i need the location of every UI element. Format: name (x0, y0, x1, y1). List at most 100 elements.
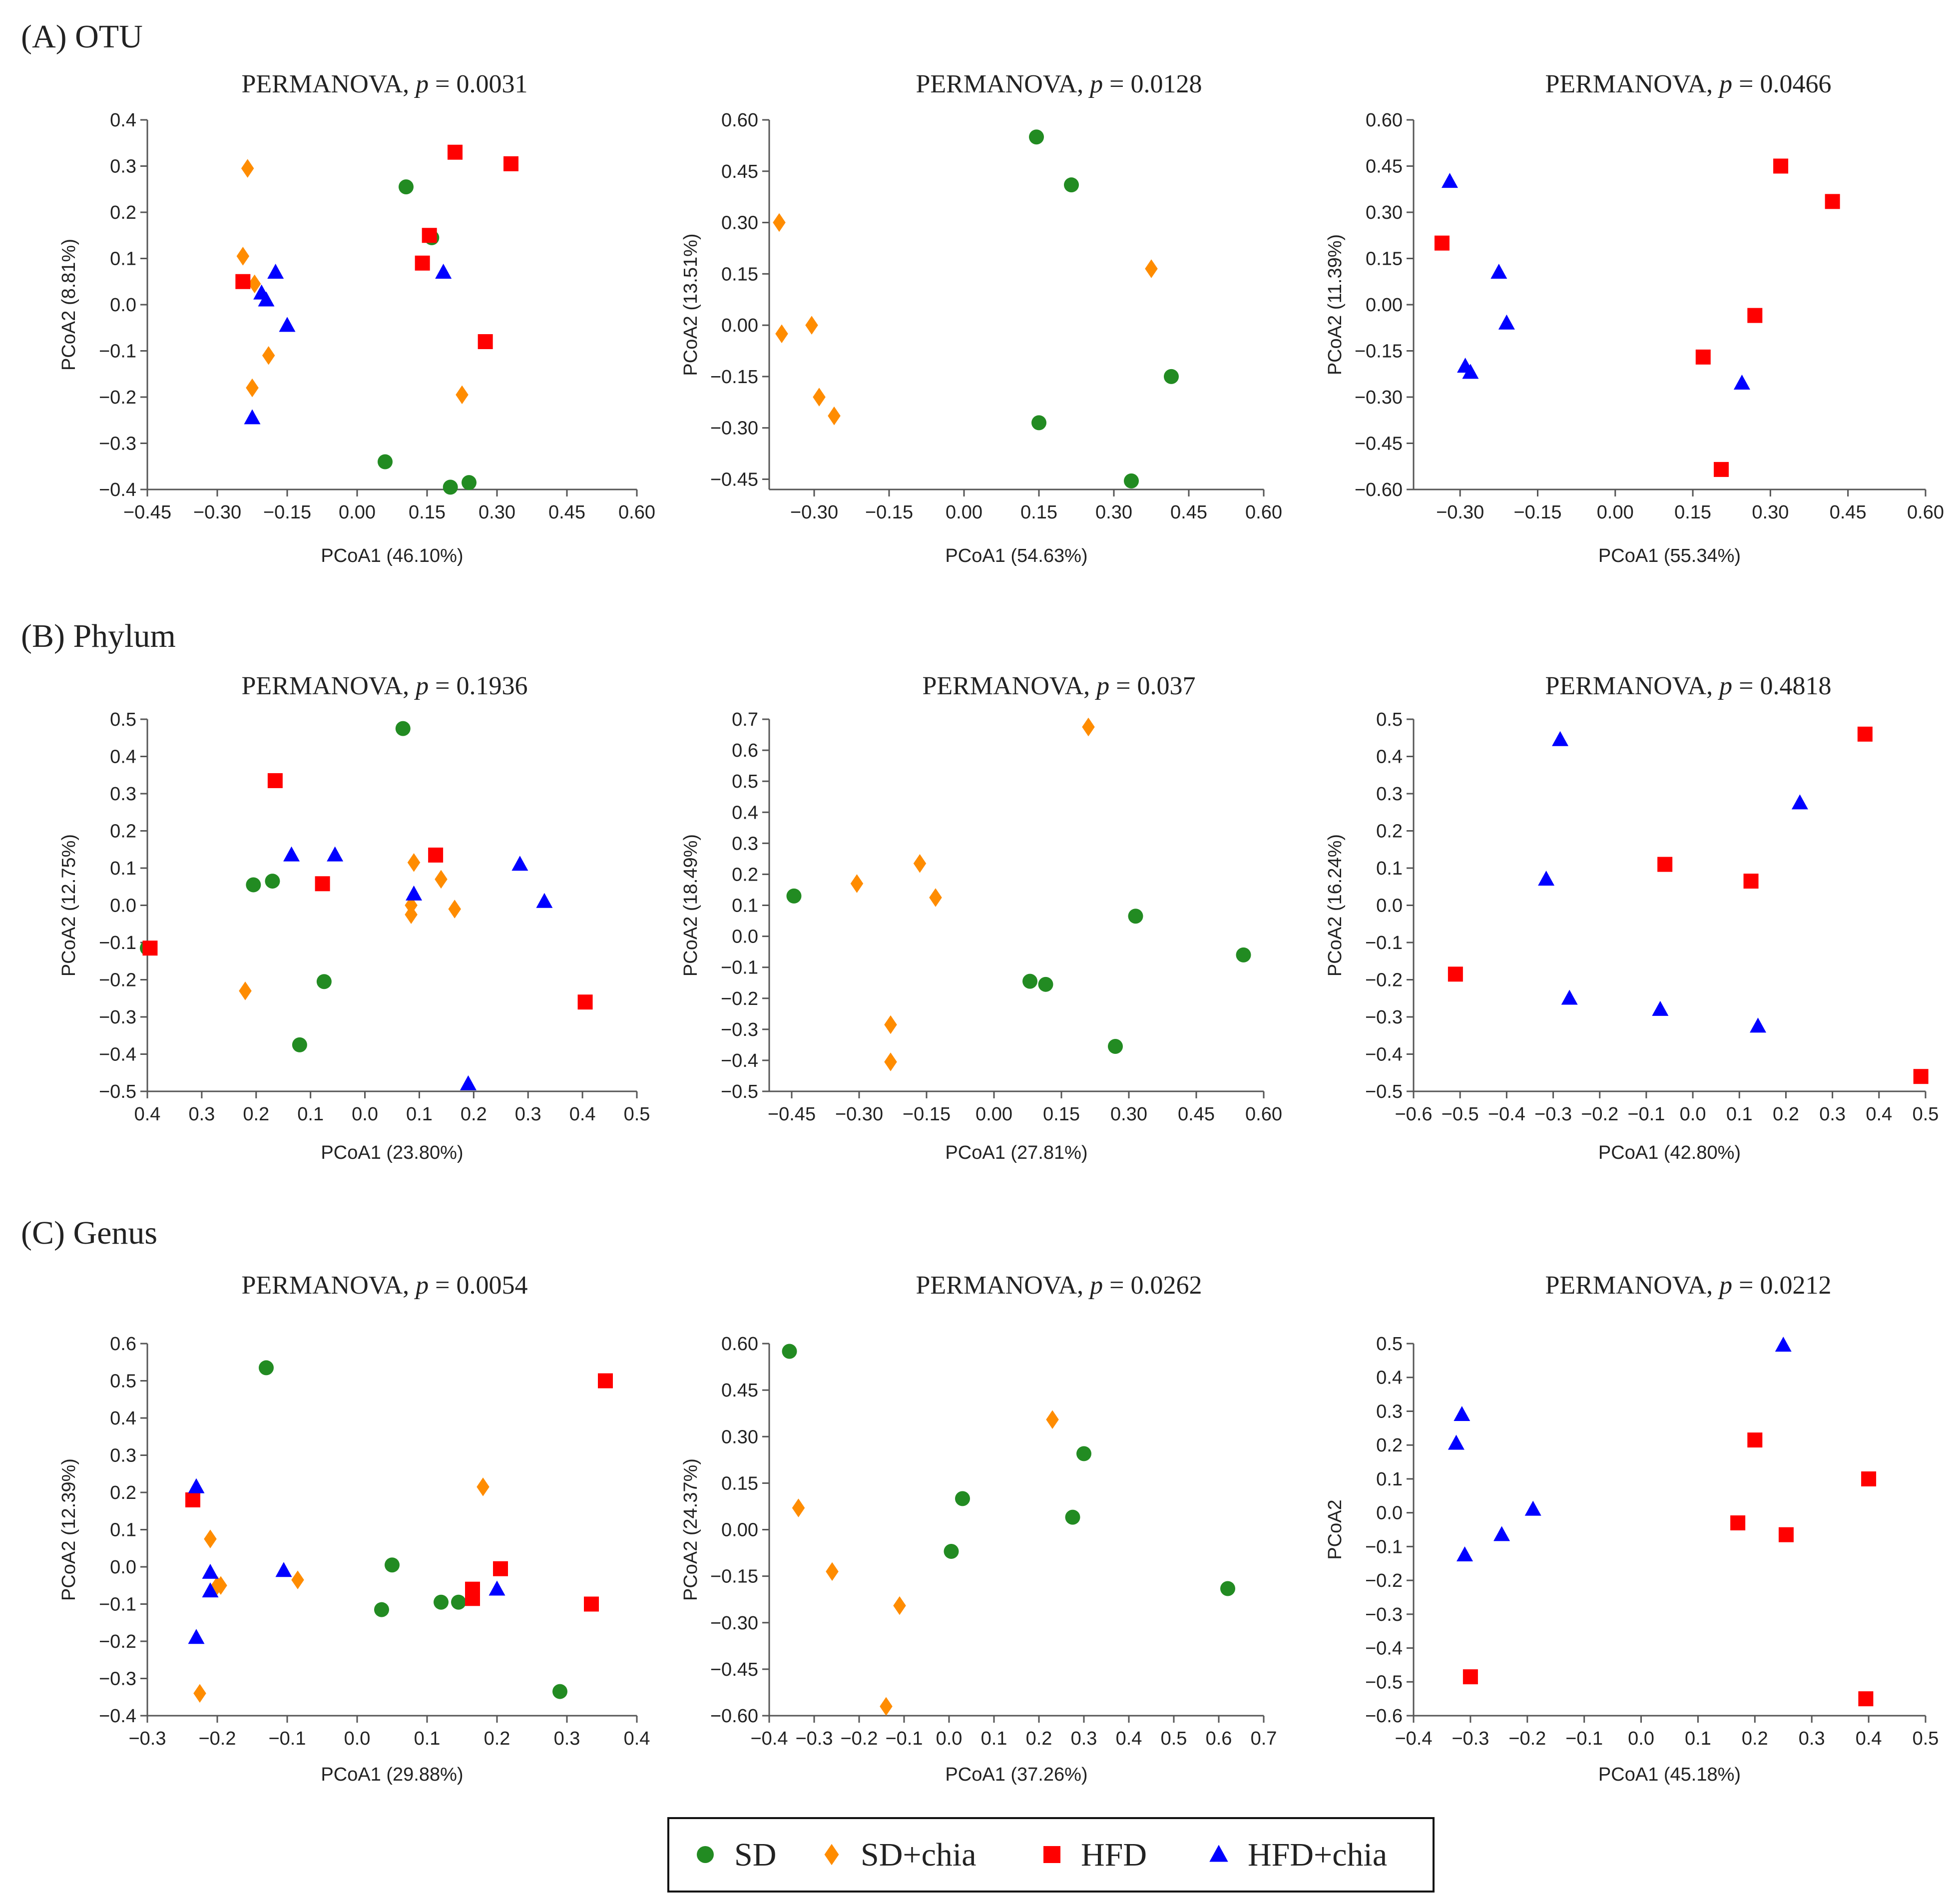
y-axis-label: PCoA2 (8.81%) (58, 239, 79, 371)
data-point-hfd (1463, 1669, 1478, 1685)
x-tick-label: −0.3 (1452, 1728, 1489, 1749)
y-tick-label: −0.5 (1365, 1672, 1403, 1693)
x-tick-label: 0.2 (1742, 1728, 1768, 1749)
x-tick-label: 0.7 (1251, 1728, 1277, 1749)
x-tick-label: 0.3 (1071, 1728, 1097, 1749)
data-point-hfd (1695, 349, 1711, 365)
y-tick-label: −0.30 (710, 1613, 758, 1634)
y-axis-label: PCoA2 (13.51%) (680, 233, 701, 376)
x-tick-label: 0.2 (461, 1104, 487, 1125)
data-point-sd (462, 475, 477, 490)
y-tick-label: 0.2 (110, 821, 136, 842)
y-tick-label: 0.4 (110, 747, 136, 768)
y-tick-label: −0.15 (1355, 341, 1403, 362)
y-axis-label: PCoA2 (16.24%) (1325, 834, 1346, 976)
data-point-sd (259, 1360, 274, 1376)
data-point-hfd (315, 876, 330, 892)
data-point-hfd (1861, 1471, 1877, 1486)
x-tick-label: −0.15 (903, 1104, 951, 1125)
y-tick-label: 0.3 (1376, 1401, 1403, 1422)
x-tick-label: 0.2 (1773, 1104, 1799, 1125)
x-tick-label: −0.3 (795, 1728, 833, 1749)
y-tick-label: 0.6 (732, 740, 758, 761)
data-point-sd (1220, 1581, 1235, 1596)
x-tick-label: 0.15 (1674, 502, 1711, 523)
data-point-sd (399, 179, 414, 195)
y-tick-label: −0.3 (99, 1007, 136, 1028)
title-value: = 0.1936 (429, 672, 527, 700)
data-point-sdc (880, 1697, 893, 1716)
x-tick-label: 0.15 (1043, 1104, 1080, 1125)
y-tick-label: −0.2 (1365, 970, 1403, 991)
y-tick-label: 0.1 (110, 249, 136, 270)
x-tick-label: 0.5 (624, 1104, 650, 1125)
y-tick-label: 0.30 (721, 1427, 758, 1447)
x-tick-label: 0.5 (1913, 1104, 1939, 1125)
y-tick-label: −0.4 (721, 1050, 758, 1071)
x-tick-label: 0.1 (297, 1104, 324, 1125)
y-tick-label: −0.45 (1355, 434, 1403, 455)
data-point-hfdc (188, 1478, 205, 1493)
y-tick-label: 0.4 (732, 802, 758, 823)
legend-marker-hfd (1043, 1846, 1060, 1863)
y-tick-label: 0.00 (721, 1520, 758, 1541)
x-tick-label: 0.0 (1680, 1104, 1706, 1125)
data-point-sd (955, 1491, 970, 1506)
x-axis-label: PCoA1 (23.80%) (321, 1142, 463, 1163)
data-point-hfdc (258, 291, 275, 307)
x-tick-label: −0.3 (1534, 1104, 1572, 1125)
y-tick-label: 0.2 (110, 202, 136, 223)
title-value: = 0.0128 (1103, 70, 1202, 98)
data-point-hfdc (1441, 173, 1458, 188)
y-tick-label: −0.2 (99, 387, 136, 408)
y-tick-label: −0.15 (710, 1566, 758, 1587)
panel-title: PERMANOVA, p = 0.0031 (242, 70, 528, 98)
data-point-hfdc (1457, 1546, 1473, 1562)
y-tick-label: −0.4 (99, 479, 136, 500)
title-prefix: PERMANOVA, (923, 672, 1097, 700)
y-tick-label: 0.5 (110, 1371, 136, 1392)
x-tick-label: 0.60 (1907, 502, 1944, 523)
y-tick-label: 0.7 (732, 709, 758, 730)
x-tick-label: −0.2 (1508, 1728, 1546, 1749)
data-point-hfd (415, 255, 430, 271)
x-tick-label: −0.30 (193, 502, 241, 523)
title-value: = 0.0031 (429, 70, 527, 98)
title-p: p (414, 672, 429, 700)
data-point-hfd (422, 228, 437, 243)
x-tick-label: 0.45 (1178, 1104, 1215, 1125)
x-tick-label: −0.1 (1565, 1728, 1603, 1749)
data-point-hfdc (489, 1580, 505, 1596)
y-axis-label: PCoA2 (11.39%) (1325, 234, 1346, 375)
data-point-sd (944, 1543, 959, 1559)
data-point-sd (395, 721, 411, 736)
x-tick-label: −0.30 (835, 1104, 883, 1125)
x-tick-label: −0.2 (198, 1728, 236, 1749)
data-point-hfdc (1454, 1406, 1470, 1421)
data-point-sd (1124, 473, 1139, 488)
data-point-hfdc (188, 1629, 205, 1644)
data-point-hfd (448, 144, 463, 160)
data-point-hfd (1747, 1432, 1763, 1448)
title-p: p (414, 1271, 429, 1300)
data-point-hfd (1657, 857, 1673, 872)
data-point-hfdc (1775, 1337, 1792, 1352)
scatter-panel: PERMANOVA, p = 0.0031 0.4 0.3 0.2 0.1 0.0 −0.1… (58, 70, 655, 566)
x-tick-label: 0.15 (409, 502, 446, 523)
data-point-sdc (773, 213, 786, 232)
title-prefix: PERMANOVA, (1545, 672, 1720, 700)
y-tick-label: 0.30 (721, 213, 758, 234)
x-tick-label: −0.45 (768, 1104, 816, 1125)
x-tick-label: −0.15 (1513, 502, 1561, 523)
title-prefix: PERMANOVA, (242, 70, 416, 98)
data-point-hfd (1773, 158, 1789, 174)
data-point-sd (1076, 1446, 1091, 1461)
data-point-hfdc (1448, 1434, 1465, 1450)
data-point-hfdc (275, 1562, 292, 1577)
data-point-hfdc (202, 1563, 219, 1579)
y-tick-label: −0.4 (99, 1706, 136, 1727)
legend-label: HFD+chia (1248, 1837, 1387, 1873)
data-point-sdc (884, 1015, 897, 1034)
y-tick-label: 0.15 (721, 1473, 758, 1494)
scatter-panel: PERMANOVA, p = 0.48180.50.40.30.20.10.0−… (1325, 672, 1939, 1163)
